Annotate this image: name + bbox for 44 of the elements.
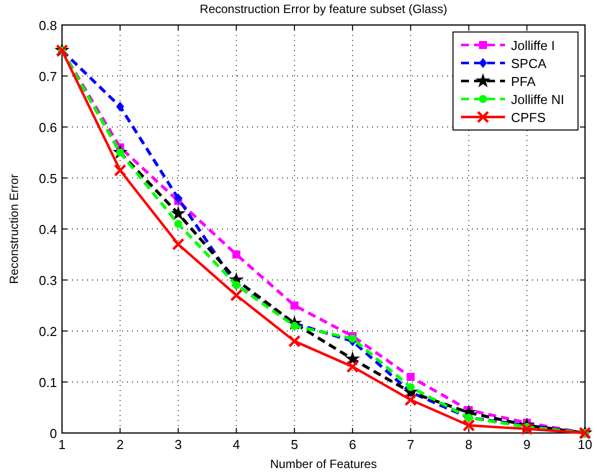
point [406, 383, 415, 392]
legend-label: SPCA [511, 56, 547, 71]
point [230, 289, 243, 302]
y-tick-label: 0.8 [38, 18, 57, 33]
x-axis-title: Number of Features [270, 457, 377, 471]
point [174, 193, 182, 204]
y-tick-label: 0.7 [38, 69, 57, 84]
y-axis-title: Reconstruction Error [7, 174, 21, 284]
y-tick-label: 0.4 [38, 222, 57, 237]
x-tick-label: 2 [116, 437, 124, 452]
point [404, 394, 417, 406]
y-tick-label: 0.2 [38, 324, 57, 339]
point [462, 419, 476, 432]
point [174, 220, 182, 228]
legend-label: PFA [511, 74, 536, 89]
x-tick-label: 4 [232, 437, 240, 452]
point [406, 372, 415, 381]
x-tick-label: 7 [407, 437, 414, 452]
legend-label: Jolliffe NI [511, 92, 564, 107]
y-tick-label: 0.1 [38, 375, 57, 390]
point [114, 164, 126, 177]
x-tick-label: 8 [465, 437, 472, 452]
y-tick-label: 0.5 [38, 171, 57, 186]
legend-label: Jolliffe I [511, 38, 555, 53]
point [172, 238, 184, 251]
y-tick-label: 0.6 [38, 120, 57, 135]
chart-title: Reconstruction Error by feature subset (Glass) [200, 2, 448, 16]
x-tick-label: 5 [290, 437, 298, 452]
point [232, 250, 240, 258]
x-tick-label: 6 [348, 437, 356, 452]
x-tick-label: 1 [58, 437, 66, 452]
point [116, 102, 124, 112]
point [348, 334, 357, 343]
legend-label: CPFS [511, 110, 546, 125]
point [290, 302, 298, 310]
x-tick-label: 10 [578, 437, 592, 452]
point [170, 206, 186, 220]
point [346, 360, 359, 373]
x-tick-label: 3 [174, 437, 182, 452]
x-tick-label: 9 [523, 437, 531, 452]
y-tick-label: 0 [50, 426, 57, 441]
point [288, 334, 301, 348]
point [520, 422, 534, 436]
y-tick-label: 0.3 [38, 273, 57, 288]
